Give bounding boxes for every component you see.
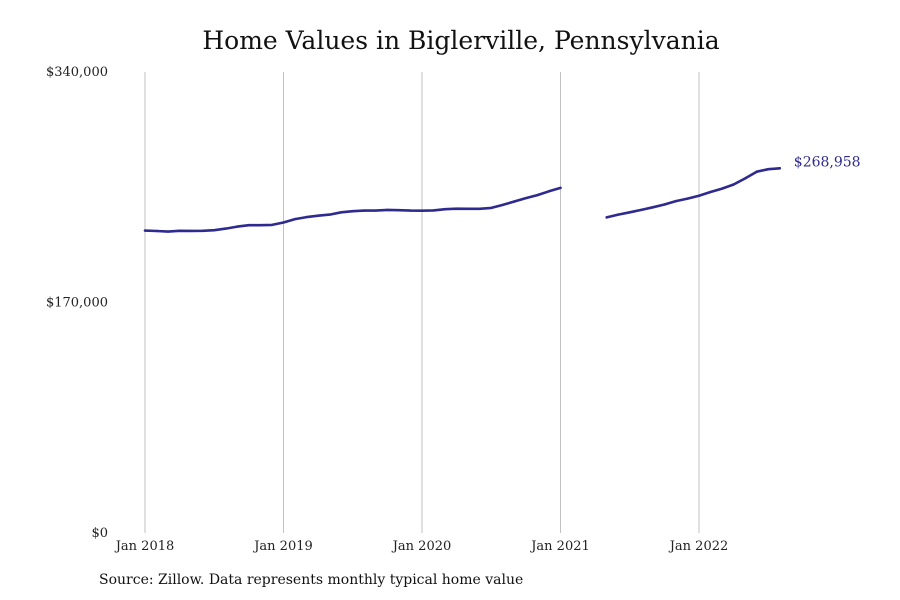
x-tick-label: Jan 2022 (668, 539, 729, 554)
data-point (155, 229, 158, 233)
data-point (547, 190, 551, 193)
x-tick-label: Jan 2021 (529, 539, 590, 554)
data-point (351, 210, 354, 213)
data-point (363, 209, 366, 212)
axis-tick-labels: Jan 2018 Jan 2019 Jan 2020 Jan 2021 Jan 2022… (46, 65, 728, 554)
data-point (536, 193, 539, 197)
data-point (709, 190, 712, 194)
x-tick-label: Jan 2019 (252, 539, 313, 554)
data-point (432, 209, 435, 212)
data-point (270, 223, 274, 227)
data-point (490, 206, 493, 210)
data-point (409, 209, 412, 212)
data-point (224, 227, 227, 230)
data-point (190, 229, 193, 233)
series-line-segment (605, 167, 782, 219)
data-point (513, 200, 516, 203)
data-point (178, 229, 181, 232)
data-point (720, 187, 724, 190)
end-value-label: $268,958 (794, 154, 861, 170)
data-point (617, 213, 620, 216)
data-point (686, 197, 689, 200)
data-point (605, 216, 608, 219)
data-point (501, 203, 504, 207)
chart-title: Home Values in Biglerville, Pennsylvania (202, 26, 720, 55)
data-point (166, 230, 170, 233)
series-line-segment (143, 186, 562, 233)
data-point (674, 199, 678, 203)
data-point (467, 207, 470, 210)
data-point (478, 207, 481, 210)
data-point (420, 209, 424, 212)
data-point (443, 208, 447, 211)
data-point (374, 209, 377, 212)
x-tick-label: Jan 2020 (391, 539, 452, 554)
data-point (663, 203, 666, 206)
data-point (293, 217, 297, 221)
data-point (340, 211, 343, 214)
data-point (143, 229, 147, 232)
home-value-series (143, 167, 782, 233)
data-point (236, 225, 239, 228)
data-labels: $268,958 (794, 154, 861, 170)
data-point (397, 209, 401, 212)
data-point (282, 221, 285, 224)
data-point (559, 186, 562, 190)
data-point (524, 196, 528, 200)
data-point (755, 170, 758, 173)
data-point (305, 215, 308, 219)
data-point (732, 183, 735, 186)
grid-lines (144, 72, 700, 533)
data-point (651, 206, 654, 209)
data-point (201, 229, 204, 232)
data-point (328, 213, 331, 216)
data-point (778, 167, 781, 170)
y-tick-label: $170,000 (46, 296, 108, 311)
source-note: Source: Zillow. Data represents monthly … (99, 572, 524, 588)
data-point (628, 211, 631, 214)
data-point (697, 194, 701, 197)
data-point (455, 207, 458, 210)
data-point (247, 224, 251, 227)
x-tick-label: Jan 2018 (114, 539, 175, 554)
data-point (767, 168, 770, 171)
data-point (213, 229, 216, 232)
data-point (744, 177, 747, 180)
data-point (386, 208, 389, 212)
y-tick-label: $0 (91, 526, 108, 541)
y-tick-label: $340,000 (46, 65, 108, 80)
data-point (259, 224, 262, 227)
data-point (640, 208, 643, 212)
data-point (316, 214, 320, 217)
